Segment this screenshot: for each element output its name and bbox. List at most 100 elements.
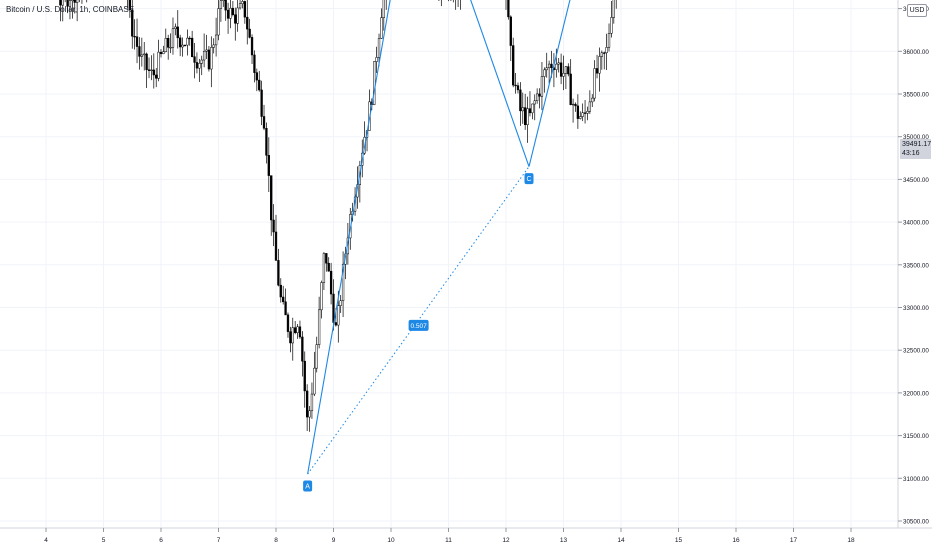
candle (217, 0, 220, 41)
pattern-leg[interactable] (307, 0, 417, 475)
candle-body (219, 0, 223, 9)
candle-body (75, 0, 79, 3)
candle (516, 82, 520, 94)
candle (457, 0, 459, 7)
candle (75, 0, 79, 22)
candle-body (214, 34, 218, 46)
candle-body (186, 37, 189, 46)
candle-body (512, 45, 515, 86)
candle-body (320, 282, 323, 311)
candle (603, 51, 606, 70)
candle (279, 278, 282, 303)
candle-body (291, 327, 294, 344)
candle (150, 55, 153, 81)
candle-body (516, 85, 520, 91)
candle-body (586, 111, 589, 114)
candle (167, 34, 170, 60)
candle (231, 0, 235, 17)
candle (234, 7, 237, 41)
candle-body (195, 62, 199, 69)
candle (138, 37, 141, 70)
candle-body (375, 57, 378, 62)
candle (265, 122, 268, 164)
pattern-leg[interactable] (528, 0, 684, 167)
candle-body (174, 26, 177, 29)
price-axis[interactable]: 42500.0042000.0041500.0041000.0040500.00… (898, 0, 929, 526)
pattern-point-c[interactable]: C (524, 173, 534, 185)
candle-body (289, 331, 292, 344)
candle (79, 0, 80, 3)
ratio-label[interactable]: 0.507 (408, 319, 429, 331)
candle-body (524, 107, 527, 126)
candle-body (591, 97, 594, 103)
candle (277, 248, 280, 287)
candle (210, 36, 213, 88)
candle-body (152, 69, 155, 76)
candle-body (308, 410, 311, 418)
candle (143, 42, 146, 71)
candle (198, 58, 201, 82)
candle (385, 0, 387, 10)
currency-button[interactable]: USD (907, 4, 927, 17)
candle (272, 204, 275, 247)
candle-body (243, 1, 247, 18)
candle (526, 96, 529, 143)
candle (450, 0, 452, 2)
candle (313, 351, 316, 397)
candle (71, 0, 74, 19)
candle (382, 0, 385, 31)
candle-body (545, 67, 548, 71)
candle-body (579, 116, 582, 119)
candle-body (200, 59, 203, 64)
point-label: A (305, 484, 310, 491)
candle-body (205, 49, 208, 52)
candle-body (246, 16, 249, 30)
candle (183, 44, 187, 47)
candle-body (179, 37, 182, 48)
candle-body (253, 54, 256, 73)
candle-body (155, 74, 158, 79)
candle (521, 92, 524, 124)
pattern-leg[interactable] (417, 0, 530, 167)
candle-body (325, 253, 328, 264)
candle (181, 37, 184, 57)
pattern-point-a[interactable]: A (303, 480, 313, 492)
candle (329, 262, 333, 305)
candle-body (334, 322, 338, 326)
candle (162, 45, 165, 55)
candle (610, 1, 613, 38)
candle-body (519, 89, 522, 112)
candle-body (59, 0, 62, 6)
candle-body (557, 62, 560, 65)
candle-body (226, 9, 230, 19)
candle (593, 60, 596, 102)
candle-body (224, 0, 227, 11)
candle-body (593, 68, 596, 99)
time-axis[interactable]: 4 5 6 7 8 9 10 11 12 13 14 15 16 17 18 (44, 528, 855, 544)
candle-body (279, 284, 282, 298)
candle-body (231, 7, 235, 15)
candle (339, 295, 342, 313)
candle (552, 53, 556, 88)
candle (455, 0, 457, 10)
candle (581, 103, 584, 122)
candle-body (612, 0, 615, 18)
candle-body (286, 314, 290, 332)
candle (224, 0, 227, 21)
candle-body (337, 305, 340, 326)
candle-body (171, 28, 175, 48)
candle (73, 0, 76, 14)
candle-body (140, 54, 143, 57)
candle (267, 137, 270, 193)
x-tick-label: 12 (502, 537, 510, 544)
ratio-value: 0.507 (410, 323, 427, 330)
candle-body (143, 53, 146, 56)
candle-body (181, 44, 184, 48)
candle-body (73, 0, 76, 3)
candle-body (550, 63, 553, 69)
candle (559, 53, 563, 85)
candle-body (339, 300, 342, 306)
candle-body (373, 61, 376, 105)
